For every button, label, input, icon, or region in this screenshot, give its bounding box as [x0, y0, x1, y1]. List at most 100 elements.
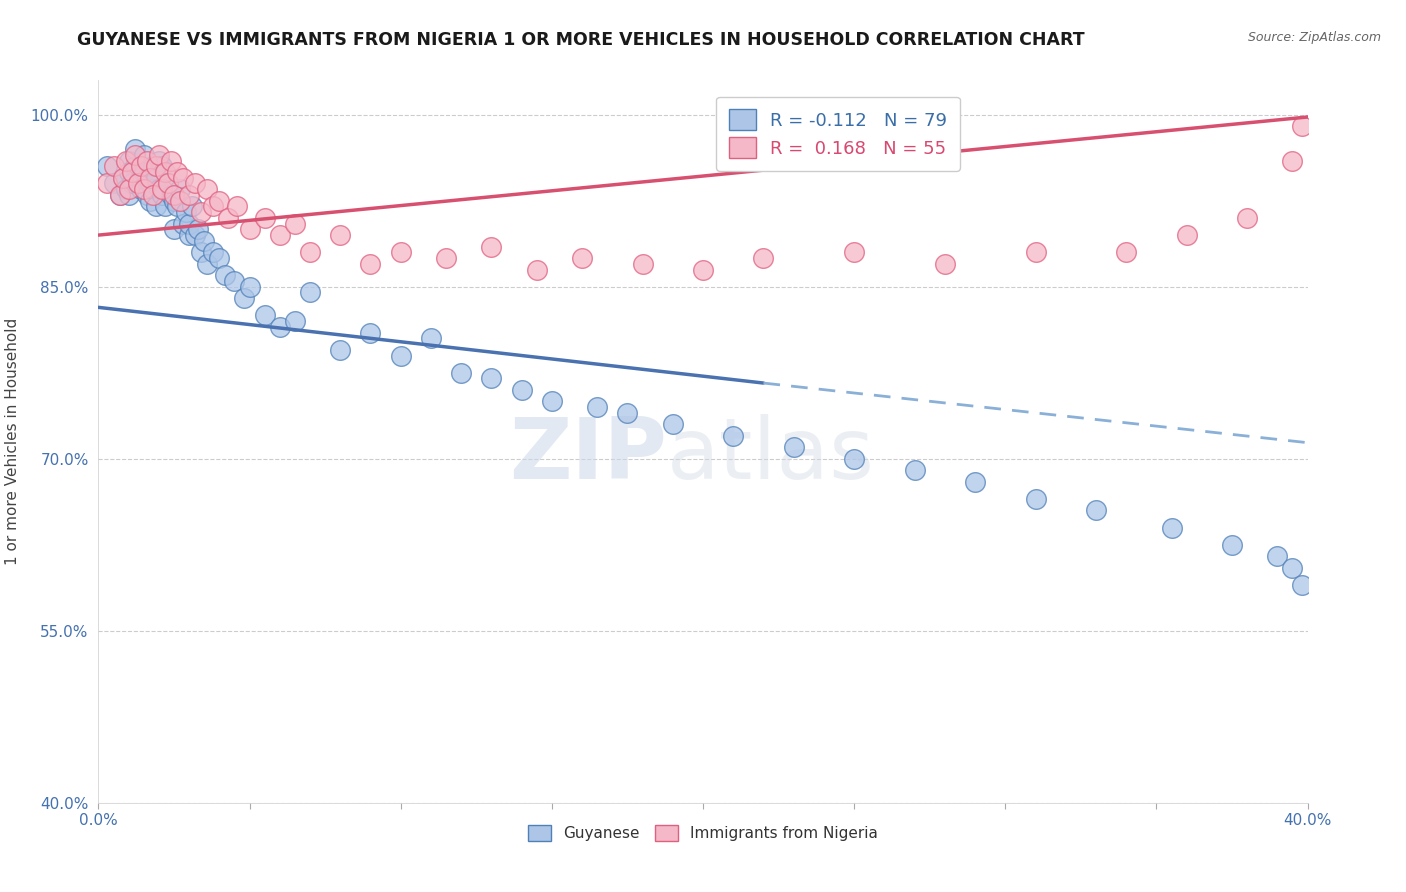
Point — [156, 177, 179, 191]
Point — [142, 188, 165, 202]
Point — [1291, 119, 1313, 133]
Point — [360, 326, 382, 340]
Point — [135, 170, 157, 185]
Point — [1281, 560, 1303, 574]
Text: Source: ZipAtlas.com: Source: ZipAtlas.com — [1247, 31, 1381, 45]
Point — [904, 463, 927, 477]
Legend: Guyanese, Immigrants from Nigeria: Guyanese, Immigrants from Nigeria — [522, 819, 884, 847]
Point — [934, 257, 956, 271]
Point — [193, 234, 215, 248]
Point — [510, 383, 533, 397]
Point — [616, 406, 638, 420]
Point — [195, 182, 218, 196]
Point — [1236, 211, 1258, 225]
Point — [139, 177, 162, 191]
Point — [1267, 549, 1289, 564]
Point — [208, 194, 231, 208]
Point — [118, 182, 141, 196]
Point — [1281, 153, 1303, 168]
Point — [1024, 491, 1046, 506]
Point — [329, 228, 352, 243]
Point — [481, 239, 503, 253]
Point — [160, 188, 183, 202]
Point — [96, 159, 118, 173]
Point — [181, 199, 204, 213]
Point — [103, 159, 125, 173]
Point — [284, 314, 307, 328]
Point — [239, 222, 262, 236]
Point — [148, 182, 170, 196]
Point — [434, 251, 457, 265]
Point — [135, 188, 157, 202]
Point — [389, 349, 412, 363]
Point — [150, 182, 173, 196]
Point — [783, 440, 806, 454]
Point — [752, 251, 775, 265]
Point — [269, 319, 291, 334]
Point — [631, 257, 654, 271]
Point — [299, 285, 322, 300]
Point — [148, 148, 170, 162]
Point — [135, 153, 157, 168]
Point — [142, 182, 165, 196]
Text: GUYANESE VS IMMIGRANTS FROM NIGERIA 1 OR MORE VEHICLES IN HOUSEHOLD CORRELATION : GUYANESE VS IMMIGRANTS FROM NIGERIA 1 OR… — [77, 31, 1085, 49]
Point — [723, 429, 745, 443]
Point — [129, 182, 152, 196]
Point — [153, 165, 176, 179]
Point — [202, 199, 225, 213]
Point — [844, 451, 866, 466]
Point — [844, 245, 866, 260]
Point — [132, 148, 155, 162]
Point — [571, 251, 593, 265]
Point — [586, 400, 609, 414]
Point — [96, 177, 118, 191]
Point — [184, 177, 207, 191]
Point — [169, 182, 191, 196]
Point — [127, 177, 149, 191]
Point — [540, 394, 562, 409]
Point — [169, 194, 191, 208]
Point — [153, 165, 176, 179]
Point — [129, 170, 152, 185]
Point — [1220, 538, 1243, 552]
Point — [139, 194, 162, 208]
Text: atlas: atlas — [666, 415, 875, 498]
Point — [450, 366, 472, 380]
Point — [142, 159, 165, 173]
Point — [163, 222, 186, 236]
Point — [224, 274, 246, 288]
Y-axis label: 1 or more Vehicles in Household: 1 or more Vehicles in Household — [4, 318, 20, 566]
Point — [526, 262, 548, 277]
Point — [150, 159, 173, 173]
Point — [1115, 245, 1137, 260]
Point — [156, 177, 179, 191]
Point — [150, 188, 173, 202]
Point — [132, 182, 155, 196]
Point — [121, 165, 143, 179]
Point — [132, 165, 155, 179]
Point — [127, 177, 149, 191]
Point — [111, 170, 134, 185]
Point — [124, 148, 146, 162]
Point — [269, 228, 291, 243]
Point — [114, 182, 136, 196]
Point — [299, 245, 322, 260]
Point — [420, 331, 443, 345]
Point — [208, 251, 231, 265]
Point — [121, 177, 143, 191]
Point — [190, 245, 212, 260]
Point — [118, 165, 141, 179]
Point — [166, 165, 188, 179]
Point — [160, 153, 183, 168]
Point — [174, 205, 197, 219]
Point — [145, 199, 167, 213]
Point — [217, 211, 239, 225]
Point — [360, 257, 382, 271]
Point — [184, 228, 207, 243]
Point — [118, 153, 141, 168]
Point — [1175, 228, 1198, 243]
Point — [163, 188, 186, 202]
Point — [239, 279, 262, 293]
Point — [661, 417, 683, 432]
Point — [145, 170, 167, 185]
